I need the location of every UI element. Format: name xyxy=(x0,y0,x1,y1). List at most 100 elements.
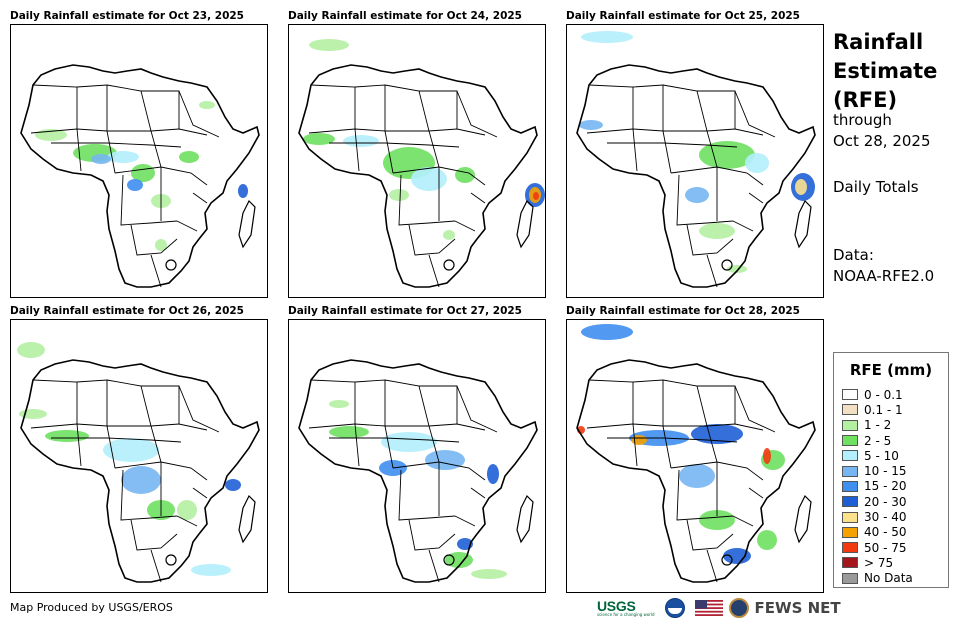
country-border xyxy=(384,130,394,174)
country-border xyxy=(676,174,734,226)
title-line-2: Estimate xyxy=(833,59,938,83)
country-border xyxy=(662,84,708,132)
rainfall-area xyxy=(329,426,369,438)
rainfall-area xyxy=(763,448,771,464)
country-border xyxy=(470,192,486,204)
island-outline xyxy=(238,199,256,249)
country-border xyxy=(130,224,178,256)
legend-label: 50 - 75 xyxy=(864,540,907,555)
rainfall-area xyxy=(329,400,349,408)
country-border xyxy=(470,487,486,499)
rainfall-area xyxy=(795,179,807,195)
legend-swatch xyxy=(842,389,858,401)
legend-swatch xyxy=(842,557,858,569)
legend-swatch xyxy=(842,404,858,416)
rainfall-area xyxy=(191,564,231,576)
noaa-logo-icon xyxy=(664,598,685,618)
country-border xyxy=(428,254,440,288)
country-border xyxy=(150,549,162,583)
country-border xyxy=(150,425,162,463)
island-outline xyxy=(516,199,534,249)
country-border xyxy=(176,220,198,232)
country-border xyxy=(106,130,116,174)
country-border xyxy=(392,166,486,186)
country-border xyxy=(32,84,78,129)
data-label: Data: xyxy=(833,246,874,264)
rainfall-area xyxy=(91,154,111,164)
rainfall-area xyxy=(155,239,167,251)
country-border xyxy=(748,487,764,499)
legend-label: No Data xyxy=(864,571,913,586)
country-border xyxy=(428,425,440,463)
country-border xyxy=(588,379,634,424)
legend-swatch xyxy=(842,465,858,477)
country-border xyxy=(632,423,638,467)
legend-item: 0.1 - 1 xyxy=(842,402,948,417)
rainfall-map-oct-23 xyxy=(10,24,268,298)
rainfall-area xyxy=(471,569,507,579)
country-border xyxy=(76,128,82,172)
title-line-1: Rainfall xyxy=(833,30,924,54)
rainfall-area xyxy=(691,424,743,444)
country-border xyxy=(76,423,82,467)
usgs-wordmark: USGS xyxy=(597,598,636,614)
rainfall-area xyxy=(107,151,139,163)
country-border xyxy=(586,128,764,136)
legend-item: 20 - 30 xyxy=(842,494,948,509)
country-border xyxy=(329,437,460,443)
rainfall-area xyxy=(679,464,715,488)
totals-label: Daily Totals xyxy=(833,178,919,196)
panel-title-4: Daily Rainfall estimate for Oct 26, 2025 xyxy=(10,305,244,317)
country-border xyxy=(662,379,708,427)
country-border xyxy=(120,469,178,521)
fews-net-logo: FEWS NET xyxy=(754,599,841,617)
country-border xyxy=(456,385,498,433)
title-line-3: (RFE) xyxy=(833,88,898,112)
country-border xyxy=(732,515,754,527)
island-outline xyxy=(165,554,177,566)
legend-label: 40 - 50 xyxy=(864,525,907,540)
country-border xyxy=(428,549,440,583)
country-border xyxy=(748,192,764,204)
rainfall-area xyxy=(127,179,143,191)
legend-item: 2 - 5 xyxy=(842,433,948,448)
rainfall-area xyxy=(581,31,633,43)
country-border xyxy=(141,90,180,129)
country-border xyxy=(686,519,734,551)
country-border xyxy=(734,385,776,433)
country-border xyxy=(686,224,734,256)
country-border xyxy=(150,254,162,288)
us-flag-icon xyxy=(694,600,723,616)
country-border xyxy=(384,425,394,469)
country-border xyxy=(607,437,738,443)
country-border xyxy=(384,379,430,427)
rainfall-map-oct-25 xyxy=(566,24,824,298)
rainfall-area xyxy=(121,466,161,494)
legend-label: 0.1 - 1 xyxy=(864,402,903,417)
rainfall-area xyxy=(199,101,215,109)
country-border xyxy=(419,385,458,424)
country-border xyxy=(192,192,208,204)
country-border xyxy=(329,142,460,148)
country-border xyxy=(706,549,718,583)
island-outline xyxy=(794,199,812,249)
country-border xyxy=(354,128,360,172)
state-department-seal-icon xyxy=(728,598,749,618)
country-border xyxy=(697,385,736,424)
island-outline xyxy=(721,259,733,271)
country-border xyxy=(51,437,182,443)
rainfall-map-oct-24 xyxy=(288,24,546,298)
data-source: NOAA-RFE2.0 xyxy=(833,267,935,285)
island-outline xyxy=(794,494,812,544)
legend-item: 0 - 0.1 xyxy=(842,387,948,402)
country-border xyxy=(114,461,208,481)
country-border xyxy=(384,84,430,132)
country-border xyxy=(662,425,672,469)
rainfall-area xyxy=(699,510,735,530)
panel-title-1: Daily Rainfall estimate for Oct 23, 2025 xyxy=(10,10,244,22)
country-border xyxy=(607,142,738,148)
legend-swatch xyxy=(842,450,858,462)
legend-item: 40 - 50 xyxy=(842,525,948,540)
map-credit: Map Produced by USGS/EROS xyxy=(10,601,173,614)
through-label: through xyxy=(833,111,892,129)
